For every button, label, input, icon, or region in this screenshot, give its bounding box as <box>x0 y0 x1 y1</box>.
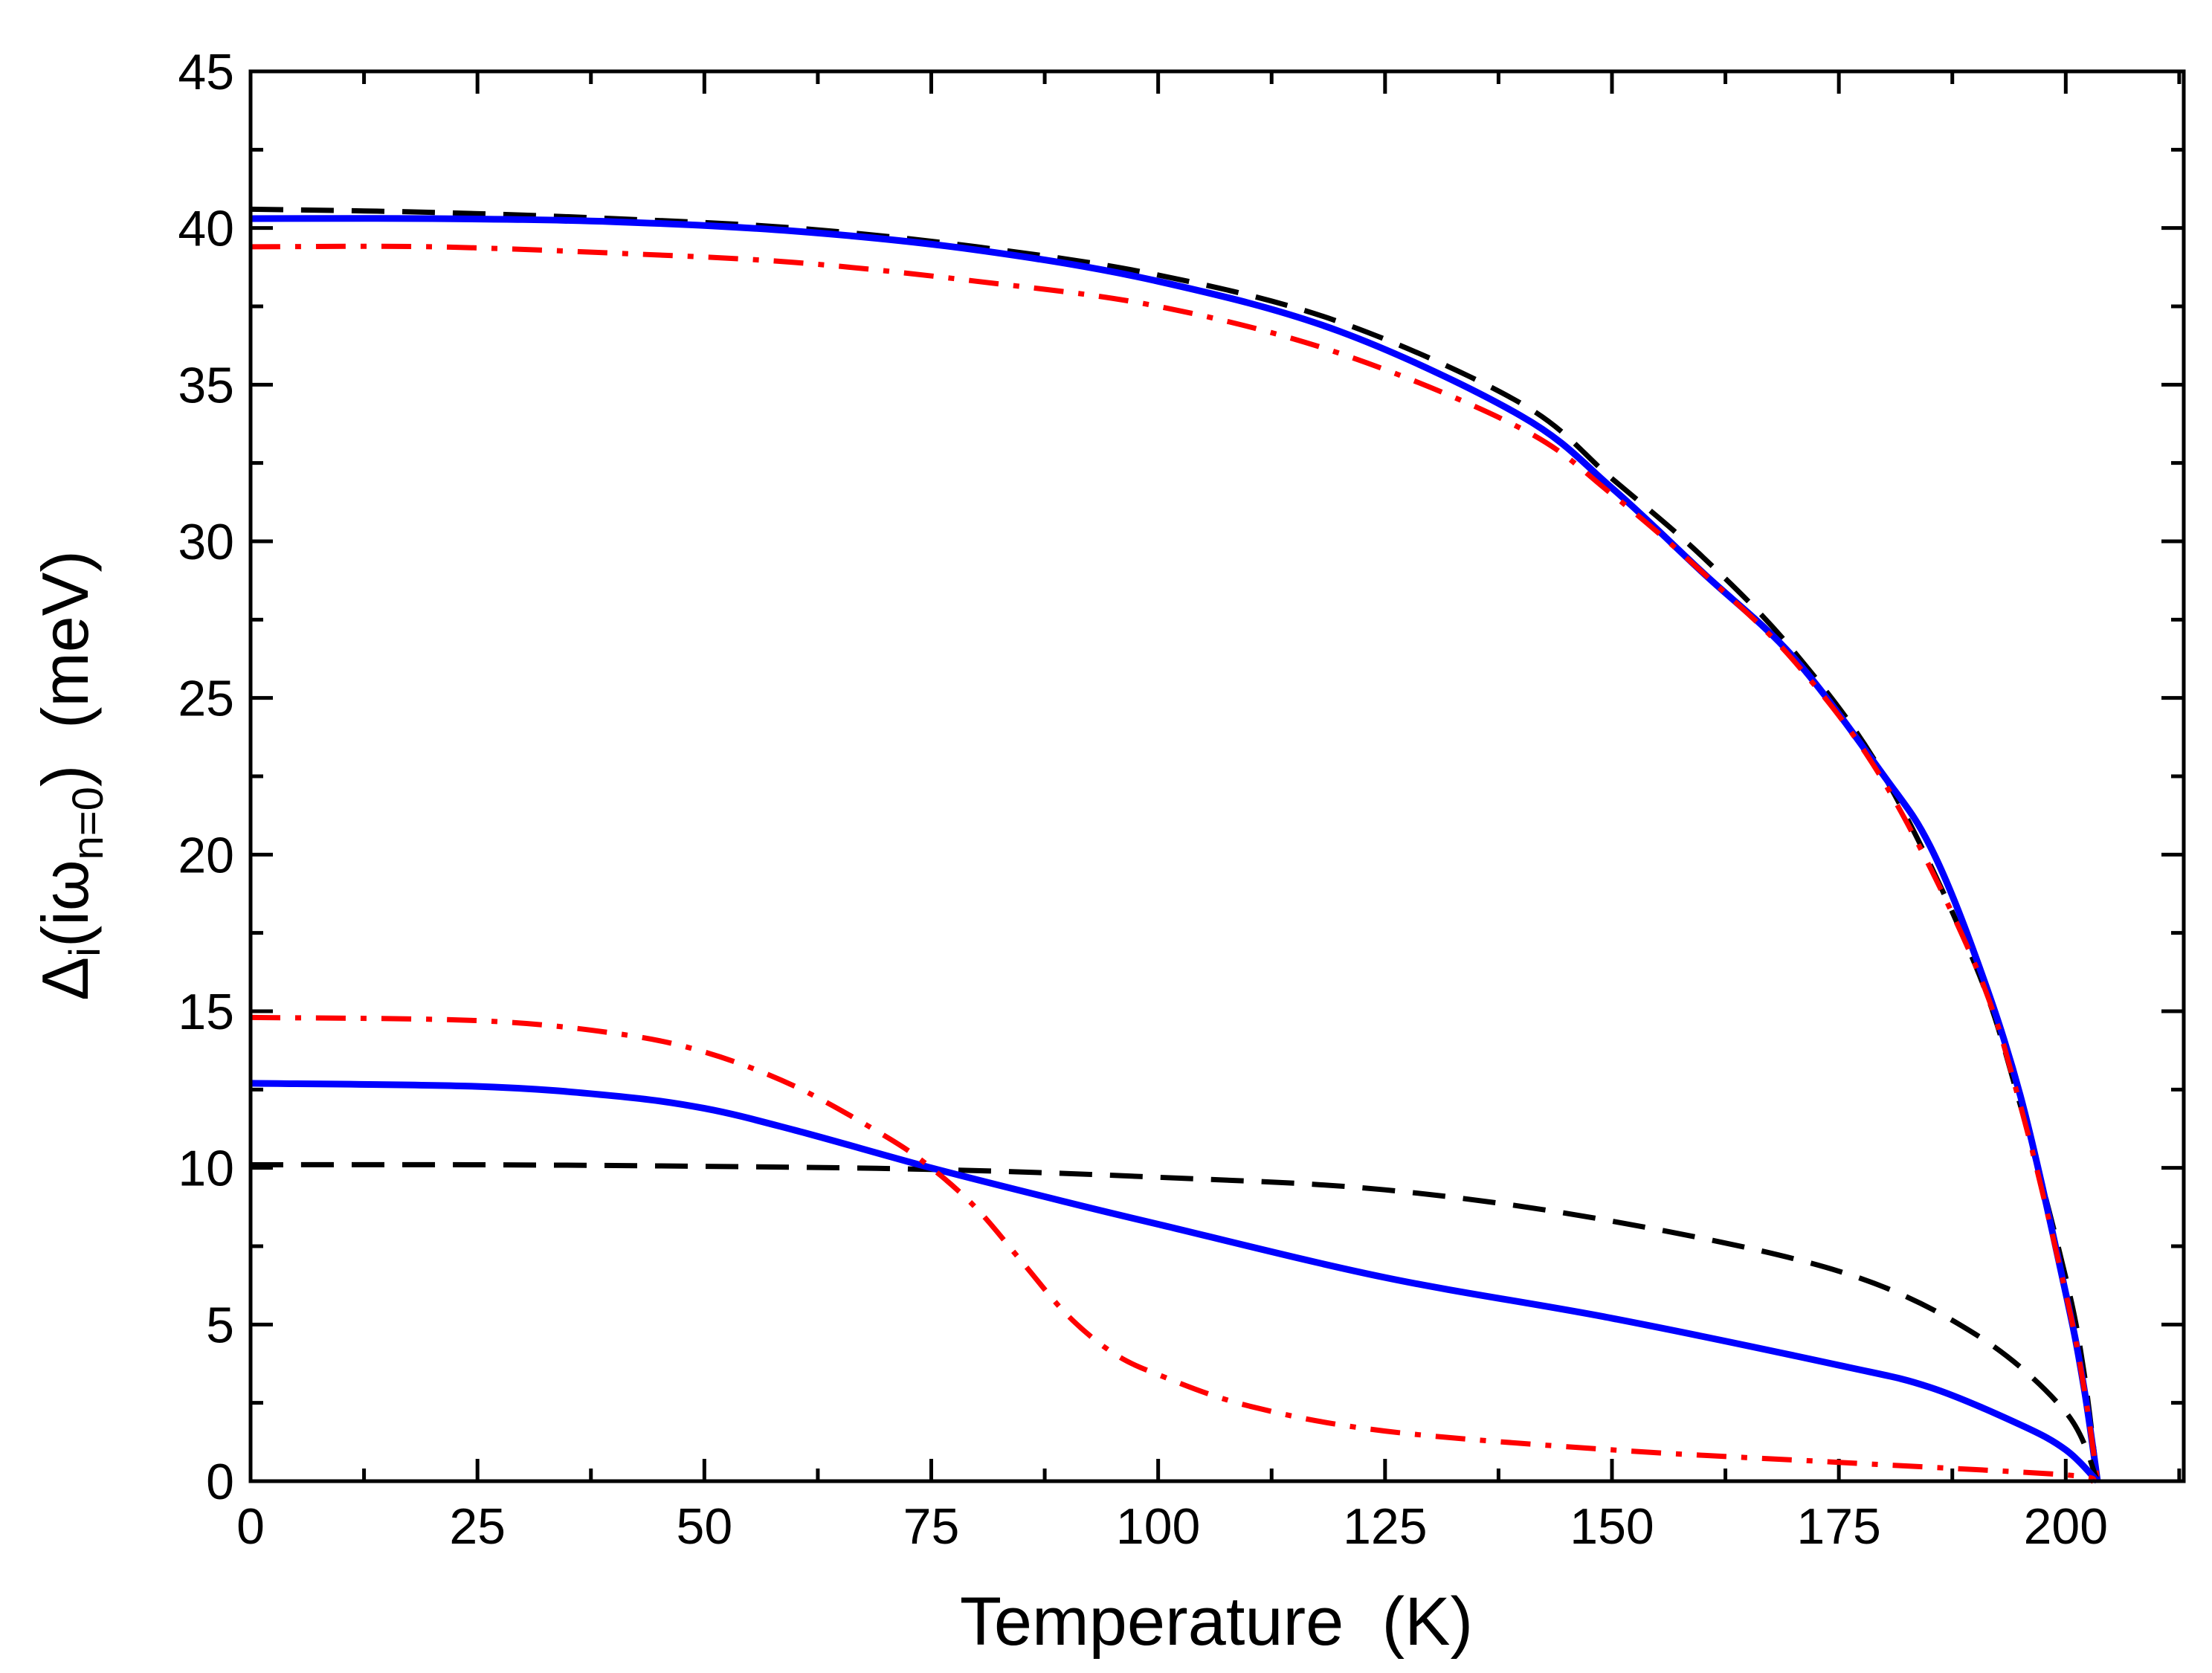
series-red-dashdot-small-gap <box>250 1014 2097 1484</box>
y-axis-symbol-subscript: i <box>61 947 109 957</box>
axis-ticks <box>248 69 2184 1483</box>
y-tick-label: 15 <box>178 984 234 1040</box>
y-tick-label: 10 <box>178 1141 234 1197</box>
x-axis-title: Temperature (K) <box>960 1584 1473 1660</box>
x-tick-label: 75 <box>903 1498 960 1555</box>
y-axis-symbol: Δ <box>28 957 102 1001</box>
series-black-dashed-small-gap <box>250 1161 2100 1483</box>
y-tick-label: 0 <box>206 1454 234 1510</box>
x-tick-label: 150 <box>1570 1498 1654 1555</box>
x-tick-label: 25 <box>449 1498 506 1555</box>
x-tick-label: 0 <box>236 1498 265 1555</box>
y-tick-label: 40 <box>178 201 234 257</box>
y-tick-label: 5 <box>206 1297 234 1353</box>
y-axis-open: (iω <box>28 860 102 947</box>
y-axis-close: ) <box>28 765 102 787</box>
x-tick-labels: 0 25 50 75 100 125 150 175 200 <box>236 1498 2108 1555</box>
y-axis-title: Δi(iωn=0) (meV) <box>28 550 112 1000</box>
y-tick-labels: 0 5 10 15 20 25 30 35 40 45 <box>178 44 234 1510</box>
x-tick-label: 200 <box>2024 1498 2108 1555</box>
y-tick-label: 20 <box>178 827 234 883</box>
series-layer <box>250 206 2101 1484</box>
x-tick-label: 50 <box>677 1498 733 1555</box>
x-tick-label: 125 <box>1343 1498 1427 1555</box>
y-tick-label: 45 <box>178 44 234 100</box>
series-blue-solid-large-gap <box>250 215 2101 1482</box>
series-red-dashdot-large-gap <box>250 243 2100 1482</box>
y-tick-label: 35 <box>178 357 234 413</box>
y-axis-subscript: n=0 <box>64 787 112 860</box>
y-tick-label: 30 <box>178 514 234 570</box>
series-blue-solid-small-gap <box>250 1080 2100 1484</box>
series-black-dashed-large-gap <box>250 206 2100 1482</box>
plot-frame <box>248 69 2186 1483</box>
x-tick-label: 100 <box>1116 1498 1200 1555</box>
x-tick-label: 175 <box>1796 1498 1880 1555</box>
y-axis-units: (meV) <box>28 550 102 764</box>
y-tick-label: 25 <box>178 671 234 727</box>
